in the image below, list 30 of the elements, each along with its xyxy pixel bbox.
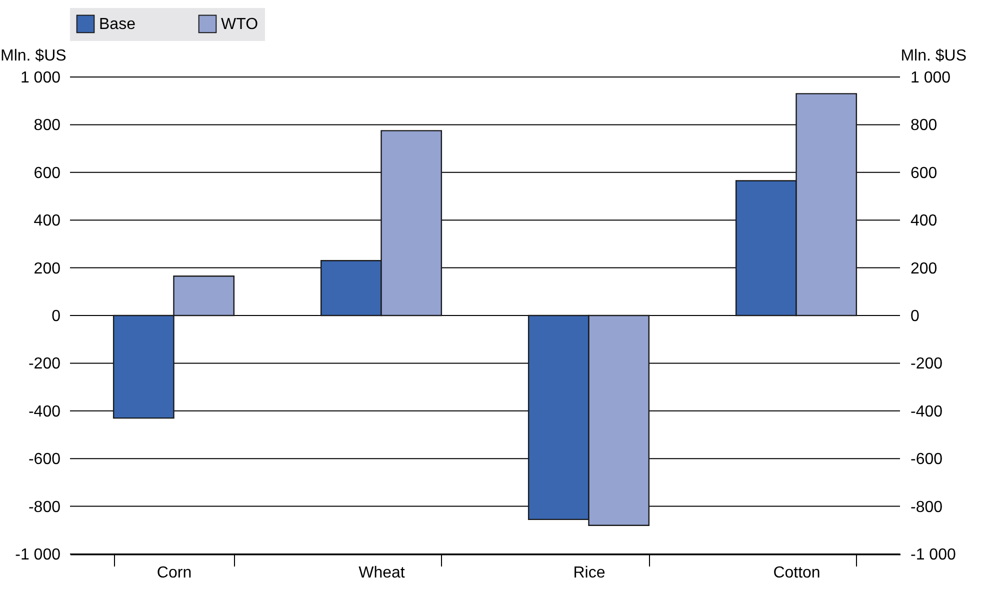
y-tick-label: -400 bbox=[28, 403, 61, 420]
y2-tick-label: -200 bbox=[910, 356, 943, 373]
legend-label: Base bbox=[99, 16, 136, 33]
y-tick-label: -1 000 bbox=[15, 546, 61, 564]
y-tick-label: -800 bbox=[28, 498, 61, 516]
y2-tick-label: 1 000 bbox=[910, 70, 951, 86]
x-tick-label: Wheat bbox=[358, 564, 406, 582]
y-tick-label: 200 bbox=[34, 260, 61, 278]
x-tick-label: Cotton bbox=[773, 564, 820, 582]
y-tick-label: 0 bbox=[52, 308, 61, 325]
y-tick-label: 600 bbox=[34, 164, 61, 182]
x-tick-label: Corn bbox=[156, 564, 192, 582]
y-axis-title: Mln. $US bbox=[0, 48, 66, 64]
y-tick-label: 400 bbox=[34, 212, 61, 230]
legend-label: WTO bbox=[221, 16, 258, 33]
y2-tick-label: -800 bbox=[910, 498, 943, 516]
y-tick-label: -200 bbox=[28, 356, 61, 373]
y2-tick-label: 200 bbox=[910, 260, 938, 278]
y2-tick-label: -1 000 bbox=[910, 546, 956, 564]
y2-axis-title: Mln. $US bbox=[900, 48, 966, 64]
y2-tick-label: 800 bbox=[910, 117, 938, 134]
y2-tick-label: -400 bbox=[910, 403, 943, 420]
y-tick-label: 800 bbox=[34, 117, 61, 134]
y2-tick-label: 0 bbox=[910, 308, 920, 325]
y-tick-label: 1 000 bbox=[20, 70, 61, 86]
y-tick-label: -600 bbox=[28, 451, 61, 468]
y2-tick-label: 600 bbox=[910, 164, 938, 182]
y2-tick-label: -600 bbox=[910, 451, 943, 468]
x-tick-label: Rice bbox=[573, 564, 606, 582]
y2-tick-label: 400 bbox=[910, 212, 938, 230]
